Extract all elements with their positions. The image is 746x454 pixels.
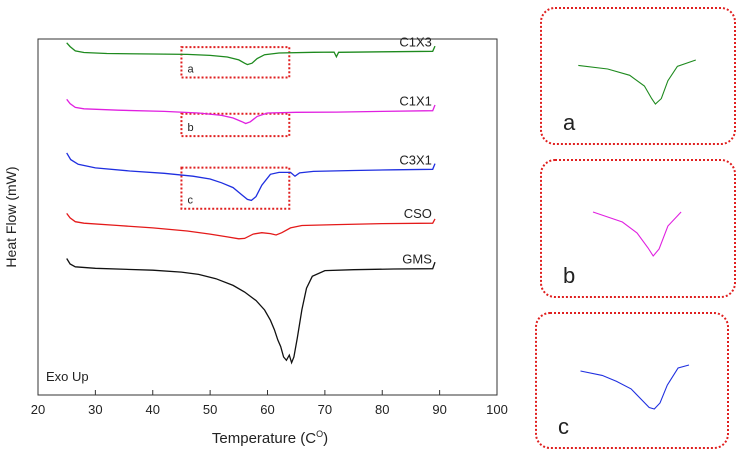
highlight-box-a xyxy=(180,46,291,79)
x-tick-label-80: 80 xyxy=(375,402,389,417)
highlight-box-b xyxy=(180,112,291,138)
x-axis-label: Temperature (CO) xyxy=(212,429,328,447)
inset-frame-a xyxy=(540,7,736,145)
series-line-cso xyxy=(66,213,436,240)
series-label-layer: C1X3 C1X1 C3X1 CSO GMS xyxy=(399,34,432,266)
inset-label-a: a xyxy=(563,110,576,135)
inset-curve-c xyxy=(580,364,690,410)
inset-panel-c: c xyxy=(535,312,729,449)
highlight-box-label-c: c xyxy=(187,195,193,207)
series-line-c1x3 xyxy=(66,42,436,66)
series-label-c3x1: C3X1 xyxy=(399,152,432,167)
x-tick-label-30: 30 xyxy=(88,402,102,417)
inset-curve-a xyxy=(578,59,696,105)
x-tick-label-70: 70 xyxy=(318,402,332,417)
x-tick-label-20: 20 xyxy=(31,402,45,417)
inset-label-b: b xyxy=(563,263,575,288)
series-layer xyxy=(66,42,436,365)
annotation-exo-up: Exo Up xyxy=(46,369,89,384)
x-axis-label-main: Temperature (C xyxy=(212,430,316,447)
series-line-c3x1 xyxy=(66,152,436,202)
series-label-cso: CSO xyxy=(404,206,432,221)
series-label-gms: GMS xyxy=(402,252,432,267)
x-tick-label-60: 60 xyxy=(260,402,274,417)
inset-frame-b xyxy=(540,159,736,298)
series-line-c1x1 xyxy=(66,98,436,125)
series-label-c1x3: C1X3 xyxy=(399,34,432,49)
x-axis-ticks: 20 30 40 50 60 70 80 90 100 xyxy=(31,390,508,417)
x-tick-label-40: 40 xyxy=(146,402,160,417)
series-line-gms xyxy=(66,258,436,365)
x-tick-label-100: 100 xyxy=(486,402,508,417)
inset-panel-a: a xyxy=(540,7,736,145)
inset-curve-b xyxy=(592,211,682,257)
highlight-box-label-a: a xyxy=(187,63,194,75)
inset-panel-b: b xyxy=(540,159,736,298)
x-tick-label-90: 90 xyxy=(432,402,446,417)
series-label-c1x1: C1X1 xyxy=(399,94,432,109)
inset-frame-c xyxy=(535,312,729,449)
inset-panels: a b c xyxy=(535,7,736,449)
y-axis-label: Heat Flow (mW) xyxy=(3,166,19,267)
inset-label-c: c xyxy=(558,414,569,439)
highlight-box-c xyxy=(180,166,291,210)
highlight-box-layer: a b c xyxy=(180,46,291,210)
x-tick-label-50: 50 xyxy=(203,402,217,417)
x-axis-label-tail: ) xyxy=(323,430,328,447)
highlight-box-label-b: b xyxy=(187,122,193,134)
main-plot: 20 30 40 50 60 70 80 90 100 a b c C1X3 C1X1 C3X1 CSO G… xyxy=(3,34,508,447)
x-axis-label-sup: O xyxy=(316,429,323,439)
